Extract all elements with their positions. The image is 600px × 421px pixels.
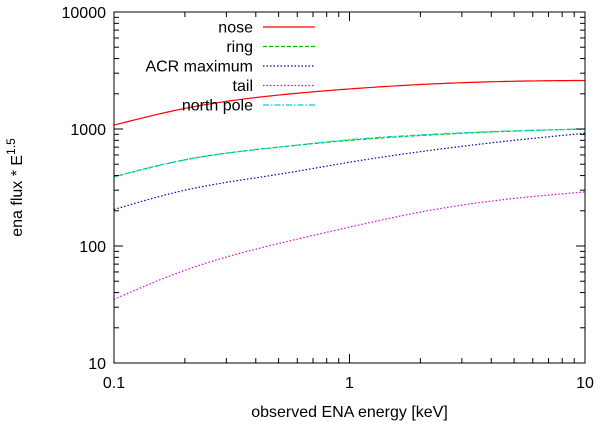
legend-label-acr-maximum: ACR maximum xyxy=(145,59,253,76)
axis-ticks: 10 100 1000 10000 0.1 1 10 xyxy=(62,5,595,392)
legend: nose ring ACR maximum tail north pole xyxy=(145,20,315,115)
y-axis-label: ena flux * E1.5 xyxy=(4,138,26,237)
x-axis-label: observed ENA energy [keV] xyxy=(251,404,448,421)
series-line-nose xyxy=(113,79,586,126)
legend-label-ring: ring xyxy=(226,39,253,56)
series-line-north-pole xyxy=(113,128,586,178)
y-axis-label-base: ena flux * E xyxy=(9,155,26,237)
y-tick-label: 100 xyxy=(79,239,106,256)
y-tick-label: 1000 xyxy=(70,122,106,139)
legend-label-nose: nose xyxy=(218,20,253,37)
legend-label-tail: tail xyxy=(233,78,253,95)
y-tick-label: 10000 xyxy=(62,5,107,22)
legend-label-north-pole: north pole xyxy=(182,98,253,115)
x-tick-label: 1 xyxy=(345,375,354,392)
y-axis-label-exponent: 1.5 xyxy=(4,138,18,155)
x-tick-label: 0.1 xyxy=(103,375,125,392)
plot-area xyxy=(113,79,586,300)
series-line-ring xyxy=(113,128,586,178)
series-line-tail xyxy=(113,191,586,300)
series-line-acr-maximum xyxy=(113,132,586,211)
y-tick-label: 10 xyxy=(88,356,106,373)
x-tick-label: 10 xyxy=(576,375,594,392)
